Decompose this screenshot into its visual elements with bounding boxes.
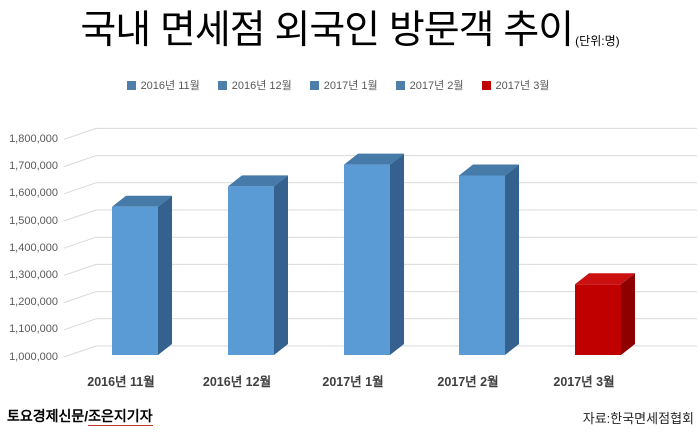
bar bbox=[112, 206, 158, 355]
legend-item: 2017년 2월 bbox=[395, 77, 464, 93]
y-tick-label: 1,000,000 bbox=[9, 350, 58, 363]
legend-item: 2017년 3월 bbox=[481, 77, 550, 93]
bar-top-face bbox=[344, 153, 404, 165]
legend-item: 2016년 11월 bbox=[126, 77, 200, 93]
legend-swatch-icon bbox=[217, 80, 227, 90]
bar bbox=[228, 186, 274, 355]
bar-top-face bbox=[575, 273, 635, 285]
y-tick-label: 1,800,000 bbox=[9, 132, 58, 145]
y-tick-label: 1,100,000 bbox=[9, 323, 58, 336]
bar-side-face bbox=[390, 153, 404, 355]
legend-label: 2017년 3월 bbox=[495, 80, 550, 92]
grid-connector bbox=[63, 291, 97, 304]
legend-swatch-icon bbox=[481, 80, 491, 90]
title-row: 국내 면세점 외국인 방문객 추이 (단위:명) bbox=[0, 6, 700, 57]
grid-connector bbox=[63, 345, 97, 358]
bar-side-face bbox=[158, 195, 172, 355]
legend-item: 2017년 1월 bbox=[309, 77, 378, 93]
bar-top-face bbox=[112, 195, 172, 207]
x-category-label: 2016년 12월 bbox=[202, 375, 272, 389]
bar-top-face bbox=[459, 164, 519, 176]
bar bbox=[459, 175, 505, 355]
x-category-label: 2017년 1월 bbox=[322, 375, 384, 389]
bar-side-face bbox=[505, 164, 519, 355]
bar-top-face bbox=[228, 175, 288, 187]
y-tick-label: 1,400,000 bbox=[9, 241, 58, 254]
bar bbox=[575, 284, 621, 355]
legend-label: 2017년 2월 bbox=[409, 80, 464, 92]
chart-legend: 2016년 11월 2016년 12월 2017년 1월 2017년 2월 2017년 … bbox=[0, 77, 688, 93]
legend-item: 2016년 12월 bbox=[217, 77, 292, 93]
credit-text: 토요경제신문/조은지기자 bbox=[7, 406, 153, 426]
y-tick-label: 1,200,000 bbox=[9, 296, 58, 309]
grid-connector bbox=[63, 209, 97, 222]
legend-swatch-icon bbox=[395, 80, 405, 90]
legend-label: 2016년 12월 bbox=[231, 80, 292, 92]
credit-name: 조은지기자 bbox=[88, 408, 153, 426]
grid-connector bbox=[63, 127, 97, 140]
bar bbox=[344, 164, 390, 355]
y-tick-label: 1,600,000 bbox=[9, 187, 58, 200]
page-title: 국내 면세점 외국인 방문객 추이 bbox=[80, 9, 574, 52]
grid-connector bbox=[63, 155, 97, 168]
grid-connector bbox=[63, 263, 97, 276]
legend-label: 2016년 11월 bbox=[140, 80, 200, 92]
legend-swatch-icon bbox=[126, 80, 136, 90]
bar-side-face bbox=[621, 273, 635, 355]
grid-connector bbox=[63, 318, 97, 331]
legend-label: 2017년 1월 bbox=[323, 80, 378, 92]
grid-connector bbox=[63, 236, 97, 249]
x-category-label: 2016년 11월 bbox=[87, 375, 155, 389]
legend-swatch-icon bbox=[309, 80, 319, 90]
grid-connector bbox=[63, 182, 97, 195]
source-text: 자료:한국면세점협회 bbox=[582, 411, 694, 426]
bar-side-face bbox=[274, 175, 288, 355]
unit-label: (단위:명) bbox=[575, 33, 620, 48]
y-tick-label: 1,500,000 bbox=[9, 214, 58, 227]
x-category-label: 2017년 3월 bbox=[553, 375, 615, 389]
y-tick-label: 1,700,000 bbox=[9, 160, 58, 173]
y-tick-label: 1,300,000 bbox=[9, 268, 58, 281]
x-category-label: 2017년 2월 bbox=[437, 375, 499, 389]
credit-prefix: 토요경제신문/ bbox=[7, 408, 89, 424]
